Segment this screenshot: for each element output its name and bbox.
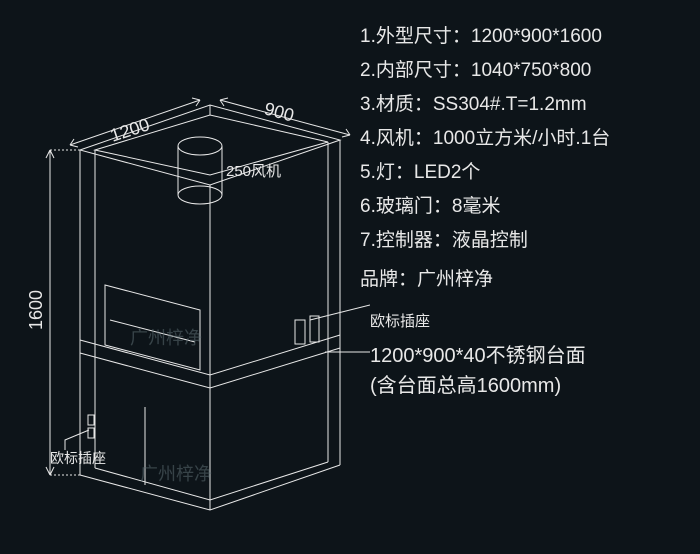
watermark-2: 广州梓净 bbox=[140, 460, 212, 486]
countertop-callout: 欧标插座 1200*900*40不锈钢台面 (含台面总高1600mm) bbox=[370, 310, 690, 401]
cabinet-drawing: 1200 900 1600 250风机 欧标插座 广州梓净 广州梓净 bbox=[10, 20, 370, 530]
spec-row: 7.控制器：液晶控制 bbox=[360, 224, 690, 258]
socket-left-label: 欧标插座 bbox=[50, 448, 106, 468]
brand-row: 品牌：广州梓净 bbox=[360, 264, 690, 291]
specifications-list: 1.外型尺寸：1200*900*1600 2.内部尺寸：1040*750*800… bbox=[360, 20, 690, 291]
spec-row: 4.风机：1000立方米/小时.1台 bbox=[360, 122, 690, 156]
counter-spec-1: 1200*900*40不锈钢台面 bbox=[370, 341, 690, 371]
spec-row: 6.玻璃门：8毫米 bbox=[360, 190, 690, 224]
counter-spec-2: (含台面总高1600mm) bbox=[370, 371, 690, 401]
spec-row: 5.灯：LED2个 bbox=[360, 156, 690, 190]
spec-row: 1.外型尺寸：1200*900*1600 bbox=[360, 20, 690, 54]
fan-label: 250风机 bbox=[226, 160, 281, 181]
socket-right-label: 欧标插座 bbox=[370, 310, 690, 331]
spec-row: 3.材质：SS304#.T=1.2mm bbox=[360, 88, 690, 122]
spec-row: 2.内部尺寸：1040*750*800 bbox=[360, 54, 690, 88]
watermark-1: 广州梓净 bbox=[130, 324, 202, 350]
dim-height: 1600 bbox=[26, 290, 47, 330]
